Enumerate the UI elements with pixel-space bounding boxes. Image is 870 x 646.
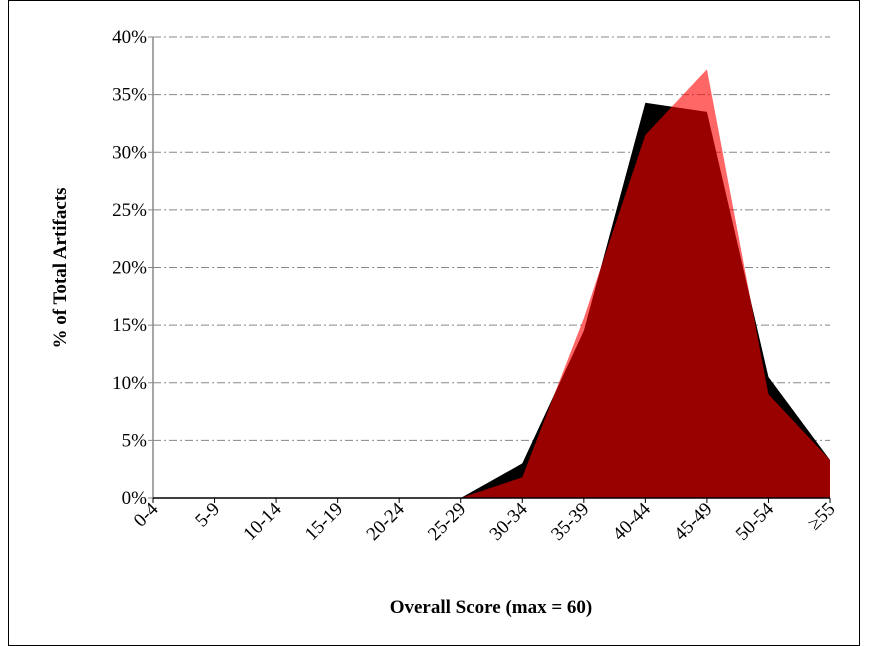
y-tick-label: 30% [112,142,147,163]
y-tick-label: 35% [112,85,147,106]
y-tick-label: 5% [122,430,148,451]
y-tick-label: 40% [112,27,147,48]
x-axis-label: Overall Score (max = 60) [390,597,593,618]
y-tick-label: 0% [122,488,148,509]
y-tick-label: 20% [112,258,147,279]
y-axis-label: % of Total Artifacts [50,188,71,349]
y-tick-label: 25% [112,200,147,221]
area [153,69,830,499]
y-tick-label: 15% [112,315,147,336]
y-tick-label: 10% [112,373,147,394]
